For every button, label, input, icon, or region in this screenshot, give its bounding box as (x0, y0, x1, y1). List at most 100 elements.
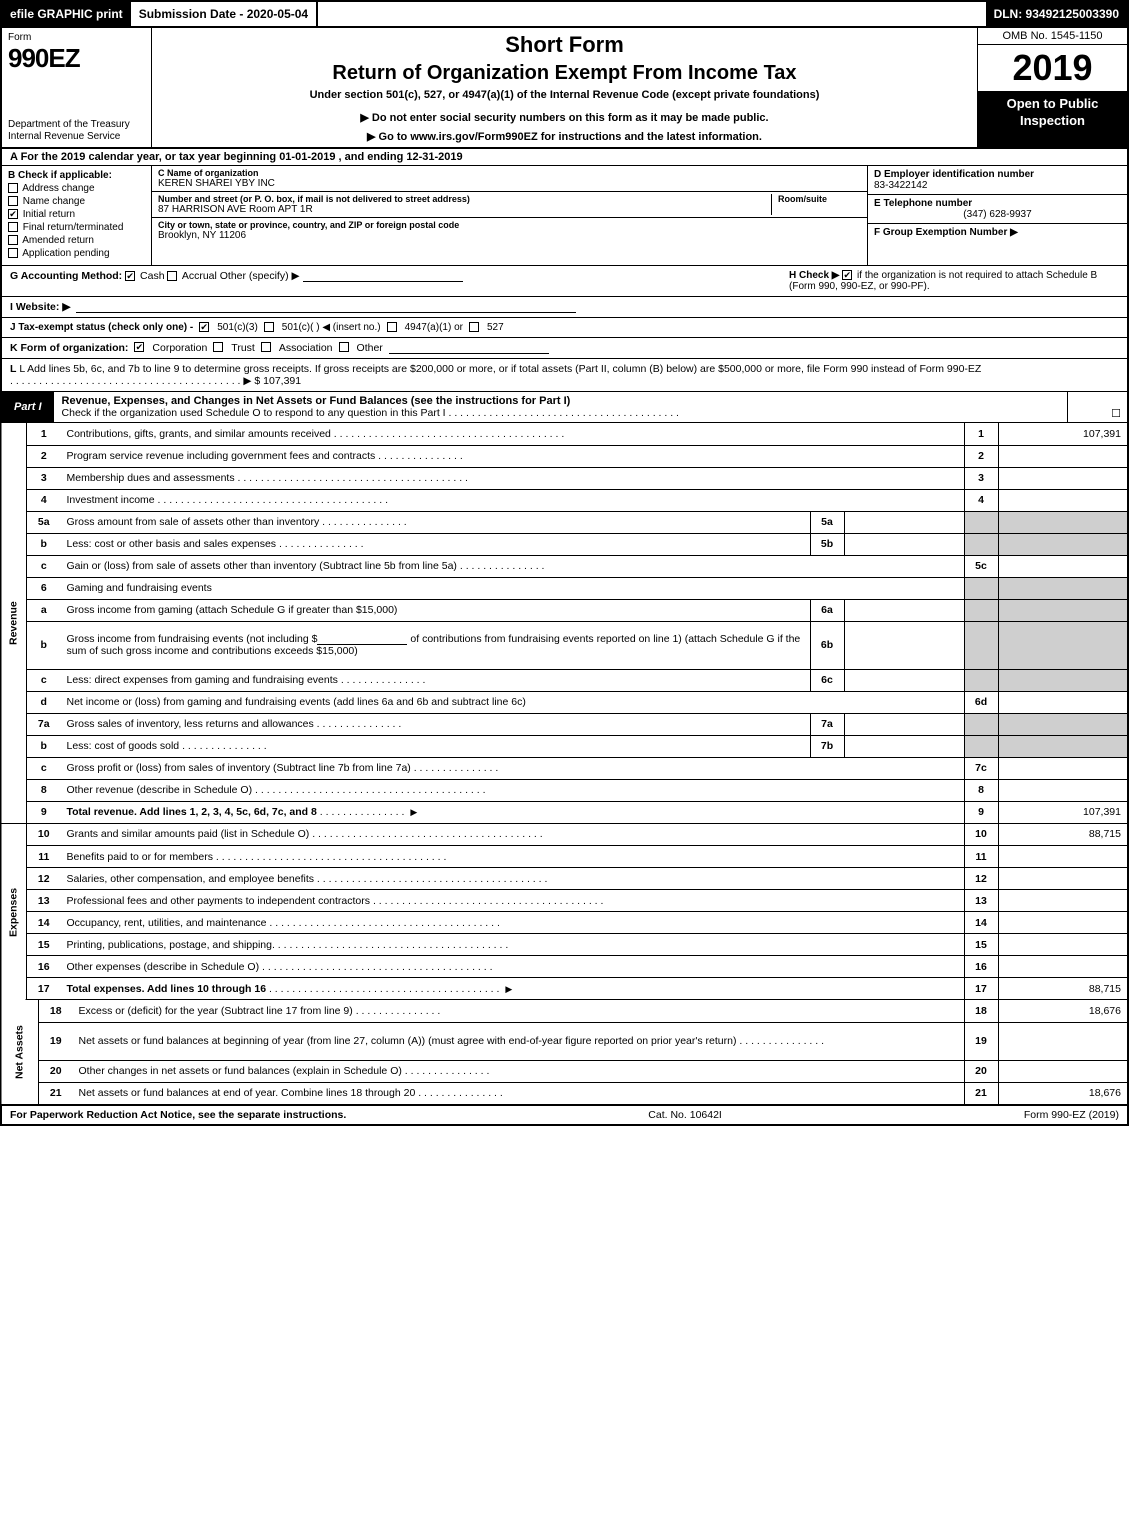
ln18-col: 18 (964, 1000, 998, 1022)
lbl-application-pending: Application pending (22, 248, 109, 259)
submission-date-button[interactable]: Submission Date - 2020-05-04 (131, 2, 318, 26)
h-text: if the organization is not required to a… (857, 270, 1097, 281)
row-g-h: G Accounting Method: Cash Accrual Other … (0, 266, 1129, 297)
lbl-amended-return: Amended return (22, 235, 94, 246)
lbl-corporation: Corporation (152, 342, 207, 354)
chk-h[interactable] (842, 270, 852, 280)
part1-title: Revenue, Expenses, and Changes in Net As… (54, 392, 1067, 422)
ln1-desc: Contributions, gifts, grants, and simila… (67, 428, 331, 440)
line-2: 2 Program service revenue including gove… (1, 445, 1128, 467)
room-label: Room/suite (778, 194, 861, 204)
chk-527[interactable] (469, 322, 479, 332)
lbl-initial-return: Initial return (23, 209, 75, 220)
lbl-501c3: 501(c)(3) (217, 322, 258, 333)
ln7b-sub: 7b (810, 735, 844, 757)
lbl-trust: Trust (231, 342, 255, 354)
ln7a-subval (844, 713, 964, 735)
org-name-label: C Name of organization (158, 168, 861, 178)
chk-association[interactable] (261, 342, 271, 352)
ln17-no: 17 (27, 978, 61, 1000)
chk-accrual[interactable] (167, 271, 177, 281)
ln6-val-shade (998, 577, 1128, 599)
chk-501c3[interactable] (199, 322, 209, 332)
ln6c-desc: Less: direct expenses from gaming and fu… (67, 674, 338, 686)
ln6-desc: Gaming and fundraising events (61, 577, 965, 599)
ln3-no: 3 (27, 467, 61, 489)
ln6a-sub: 6a (810, 599, 844, 621)
ln5a-subval (844, 511, 964, 533)
title-main: Return of Organization Exempt From Incom… (162, 62, 967, 85)
part1-tab: Part I (2, 392, 54, 422)
ln5b-desc: Less: cost or other basis and sales expe… (67, 538, 277, 550)
ln7b-subval (844, 735, 964, 757)
ln21-desc: Net assets or fund balances at end of ye… (79, 1087, 416, 1099)
ln21-val: 18,676 (998, 1082, 1128, 1104)
chk-final-return[interactable] (8, 222, 18, 232)
ln4-desc: Investment income (67, 494, 155, 506)
chk-cash[interactable] (125, 271, 135, 281)
ln6c-no: c (27, 669, 61, 691)
chk-other-org[interactable] (339, 342, 349, 352)
ln6d-val (998, 691, 1128, 713)
part1-schedule-o-check[interactable]: ☐ (1067, 392, 1127, 422)
chk-501c[interactable] (264, 322, 274, 332)
ln6b-amount-input[interactable] (317, 633, 407, 645)
website-input[interactable] (76, 301, 576, 313)
footer-form: Form 990-EZ (2019) (1024, 1109, 1119, 1121)
ln17-desc: Total expenses. Add lines 10 through 16 (67, 983, 267, 995)
ln10-col: 10 (964, 824, 998, 846)
form-word: Form (8, 32, 145, 43)
page-footer: For Paperwork Reduction Act Notice, see … (0, 1105, 1129, 1126)
chk-application-pending[interactable] (8, 248, 18, 258)
lbl-final-return: Final return/terminated (23, 222, 124, 233)
efile-print-button[interactable]: efile GRAPHIC print (2, 2, 131, 26)
k-label: K Form of organization: (10, 342, 128, 354)
line-13: 13 Professional fees and other payments … (1, 890, 1128, 912)
ln5b-no: b (27, 533, 61, 555)
ln6c-col-shade (964, 669, 998, 691)
line-7c: c Gross profit or (loss) from sales of i… (1, 757, 1128, 779)
ln16-no: 16 (27, 956, 61, 978)
chk-name-change[interactable] (8, 196, 18, 206)
ln7b-val-shade (998, 735, 1128, 757)
chk-corporation[interactable] (134, 342, 144, 352)
ln7a-desc: Gross sales of inventory, less returns a… (67, 718, 314, 730)
inspection-badge: Open to Public Inspection (978, 92, 1127, 147)
chk-initial-return[interactable] (8, 209, 18, 219)
ln6b-desc1: Gross income from fundraising events (no… (67, 633, 318, 645)
lbl-527: 527 (487, 322, 504, 333)
ln7b-desc: Less: cost of goods sold (67, 740, 180, 752)
ln12-val (998, 868, 1128, 890)
other-org-input[interactable] (389, 342, 549, 354)
ln5a-desc: Gross amount from sale of assets other t… (67, 516, 320, 528)
line-6c: c Less: direct expenses from gaming and … (1, 669, 1128, 691)
ln6b-no: b (27, 621, 61, 669)
other-specify-input[interactable] (303, 270, 463, 282)
arrow-icon (502, 983, 515, 995)
chk-amended-return[interactable] (8, 235, 18, 245)
l-amount: $ 107,391 (254, 375, 301, 387)
chk-address-change[interactable] (8, 183, 18, 193)
ln14-val (998, 912, 1128, 934)
ln9-desc: Total revenue. Add lines 1, 2, 3, 4, 5c,… (67, 806, 317, 818)
ln2-col: 2 (964, 445, 998, 467)
side-label-revenue: Revenue (1, 423, 27, 823)
line-20: 20 Other changes in net assets or fund b… (1, 1060, 1128, 1082)
chk-trust[interactable] (213, 342, 223, 352)
ln5a-col-shade (964, 511, 998, 533)
ln16-desc: Other expenses (describe in Schedule O) (67, 961, 260, 973)
ln21-col: 21 (964, 1082, 998, 1104)
line-12: 12 Salaries, other compensation, and emp… (1, 868, 1128, 890)
section-h: H Check ▶ if the organization is not req… (789, 270, 1119, 292)
addr-label: Number and street (or P. O. box, if mail… (158, 194, 771, 204)
ln7c-desc: Gross profit or (loss) from sales of inv… (67, 762, 411, 774)
ln11-val (998, 846, 1128, 868)
ln5c-no: c (27, 555, 61, 577)
ln14-col: 14 (964, 912, 998, 934)
ln7c-val (998, 757, 1128, 779)
city-label: City or town, state or province, country… (158, 220, 861, 230)
tax-year: 2019 (978, 45, 1127, 92)
g-label: G Accounting Method: (10, 270, 122, 282)
title-link[interactable]: ▶ Go to www.irs.gov/Form990EZ for instru… (162, 130, 967, 143)
chk-4947[interactable] (387, 322, 397, 332)
